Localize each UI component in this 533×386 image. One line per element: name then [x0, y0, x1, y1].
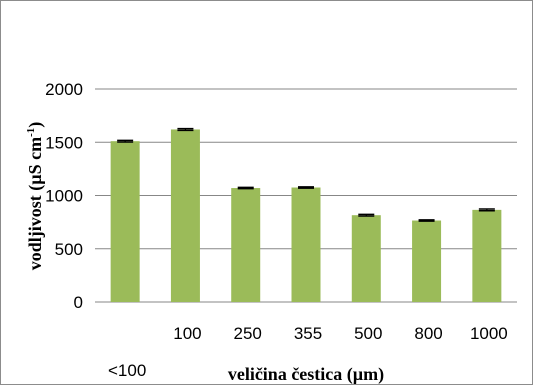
x-tick-label: <100 [108, 361, 146, 380]
y-tick-label: 1000 [45, 187, 83, 206]
x-tick-label: 250 [234, 324, 262, 343]
y-tick-label: 0 [74, 293, 83, 312]
x-tick-label: 355 [294, 324, 322, 343]
bar [291, 187, 321, 302]
bar [412, 220, 442, 302]
bar [110, 141, 140, 302]
x-tick-labels: <100 100 250 355 500 800 1000 [108, 324, 508, 380]
bars [110, 127, 502, 302]
bar [351, 215, 381, 302]
x-axis-title: veličina čestica (µm) [228, 364, 384, 385]
x-tick-label: 800 [414, 324, 442, 343]
y-tick-labels: 0 500 1000 1500 2000 [45, 80, 83, 312]
y-axis-title: vodljivost (µS cm-1) [25, 122, 46, 271]
x-tick-label: 500 [354, 324, 382, 343]
bar [170, 129, 200, 302]
y-tick-label: 500 [55, 240, 83, 259]
bar [472, 209, 502, 302]
x-tick-label: 1000 [470, 324, 508, 343]
x-tick-label: 100 [173, 324, 201, 343]
y-tick-label: 1500 [45, 133, 83, 152]
y-tick-label: 2000 [45, 80, 83, 99]
bar [231, 188, 261, 302]
